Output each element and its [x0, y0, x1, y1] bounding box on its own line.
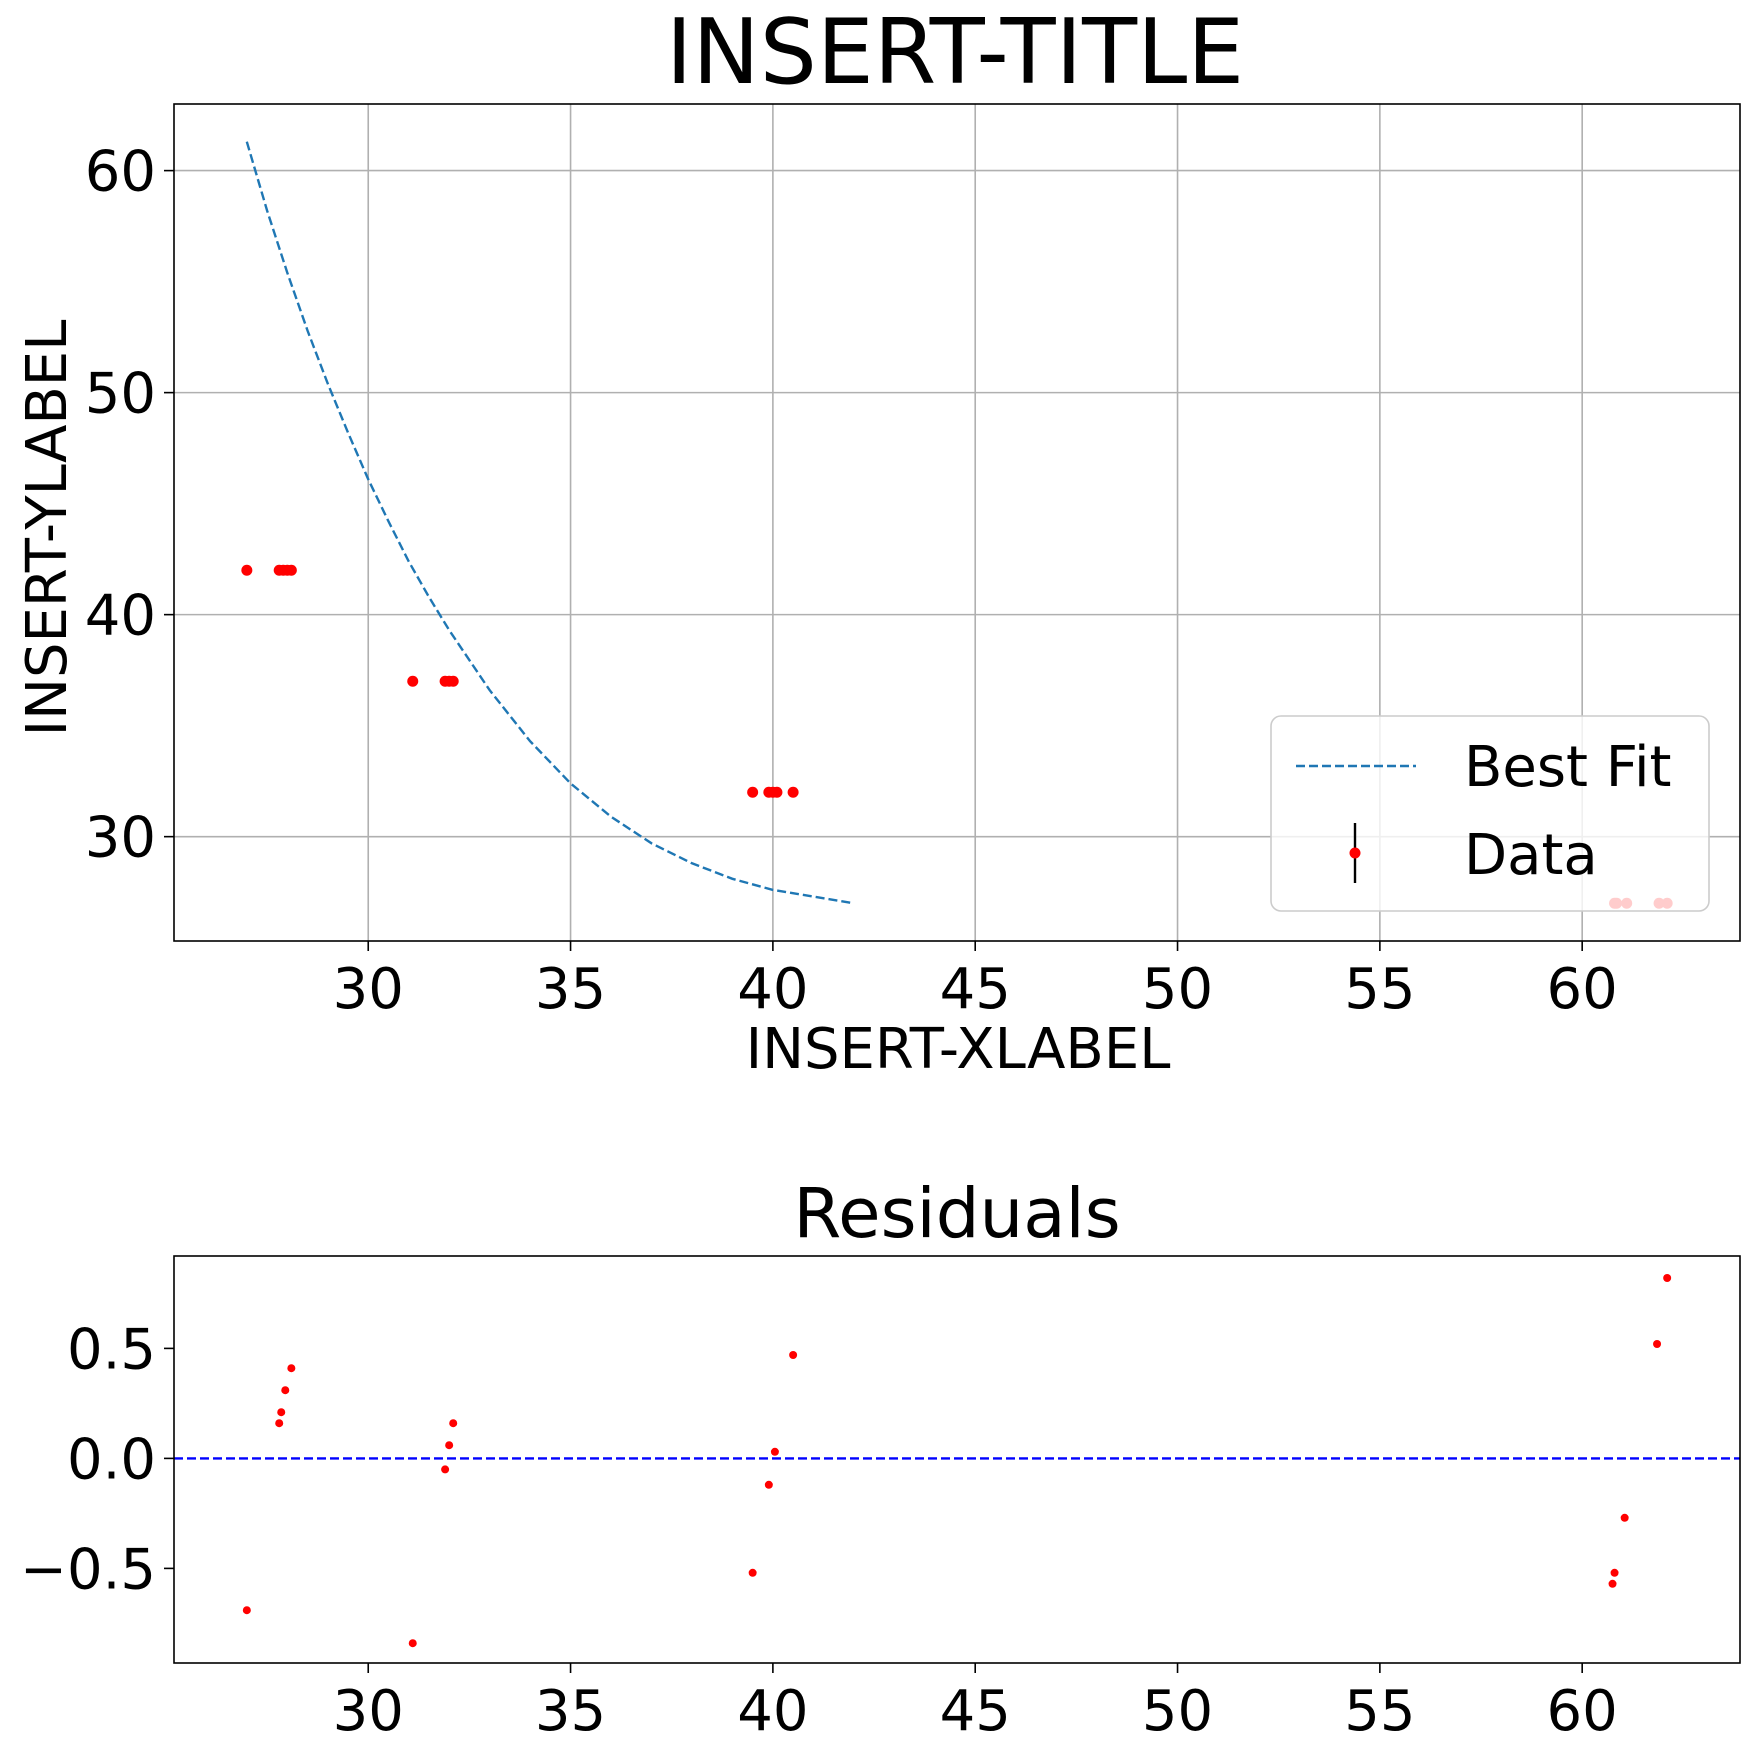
legend: Best Fit Data: [1270, 715, 1710, 912]
x-tick-label: 45: [940, 957, 1011, 1022]
main-chart: INSERT-TITLE 30 35 40 45 50 55 60 30 40 50 60 INS…: [15, 0, 1741, 1082]
data-point: [285, 564, 297, 576]
data-point: [407, 675, 419, 687]
residuals-chart-title: Residuals: [793, 1174, 1120, 1254]
residual-y-tick-label: 0.5: [67, 1317, 156, 1382]
residual-y-tick-label: 0.0: [67, 1427, 156, 1492]
legend-data-label: Data: [1464, 823, 1598, 888]
main-chart-x-ticks: 30 35 40 45 50 55 60: [333, 941, 1618, 1022]
x-tick-label: 40: [737, 957, 808, 1022]
residual-points-group: [242, 1274, 1672, 1648]
residual-point: [1653, 1340, 1662, 1348]
residual-point: [441, 1465, 450, 1474]
main-chart-x-axis-label: INSERT-XLABEL: [746, 1017, 1171, 1082]
data-point: [241, 564, 253, 576]
residual-x-tick-label: 35: [535, 1679, 606, 1744]
y-tick-label: 60: [85, 140, 156, 205]
best-fit-curve: [245, 141, 854, 905]
residual-x-tick-label: 30: [333, 1679, 404, 1744]
legend-box: [1270, 715, 1710, 912]
main-chart-title: INSERT-TITLE: [666, 0, 1244, 105]
residuals-chart-frame: [173, 1255, 1741, 1664]
residual-x-tick-label: 40: [737, 1679, 808, 1744]
residual-point: [764, 1480, 773, 1489]
main-chart-y-axis-label: INSERT-YLABEL: [15, 320, 80, 737]
legend-data-marker-swatch: [1349, 847, 1361, 859]
residual-point: [445, 1441, 454, 1450]
residual-point: [281, 1386, 290, 1395]
x-tick-label: 30: [333, 957, 404, 1022]
residual-point: [1610, 1568, 1619, 1577]
residual-point: [449, 1419, 458, 1428]
legend-best-fit-label: Best Fit: [1464, 735, 1671, 800]
main-chart-y-ticks: 30 40 50 60: [85, 140, 174, 871]
y-tick-label: 50: [85, 362, 156, 427]
residual-point: [748, 1568, 757, 1577]
residual-point: [408, 1639, 417, 1648]
residual-point: [770, 1447, 779, 1456]
residuals-chart: Residuals 30 35 40 45 50 55 60 −0.5 0.0 0.5: [20, 1174, 1741, 1744]
residual-point: [1663, 1274, 1672, 1282]
data-point: [787, 786, 799, 798]
residuals-chart-y-ticks: −0.5 0.0 0.5: [20, 1317, 174, 1602]
residual-x-tick-label: 50: [1142, 1679, 1213, 1744]
residual-point: [275, 1419, 284, 1428]
residual-point: [1608, 1579, 1617, 1588]
x-tick-label: 55: [1344, 957, 1415, 1022]
y-tick-label: 30: [85, 806, 156, 871]
data-point: [447, 675, 459, 687]
x-tick-label: 50: [1142, 957, 1213, 1022]
residual-x-tick-label: 55: [1344, 1679, 1415, 1744]
x-tick-label: 35: [535, 957, 606, 1022]
residual-y-tick-label: −0.5: [20, 1537, 156, 1602]
x-tick-label: 60: [1547, 957, 1618, 1022]
residual-point: [242, 1606, 251, 1615]
residuals-chart-x-ticks: 30 35 40 45 50 55 60: [333, 1663, 1618, 1744]
residual-point: [277, 1408, 286, 1417]
residual-point: [789, 1351, 798, 1359]
y-tick-label: 40: [85, 584, 156, 649]
data-point: [747, 786, 759, 798]
residual-point: [287, 1364, 296, 1373]
best-fit-curve-group: [245, 141, 854, 905]
main-chart-frame: [173, 103, 1741, 942]
data-point: [771, 786, 783, 798]
residual-x-tick-label: 60: [1547, 1679, 1618, 1744]
residual-x-tick-label: 45: [940, 1679, 1011, 1744]
residual-point: [1620, 1513, 1629, 1522]
